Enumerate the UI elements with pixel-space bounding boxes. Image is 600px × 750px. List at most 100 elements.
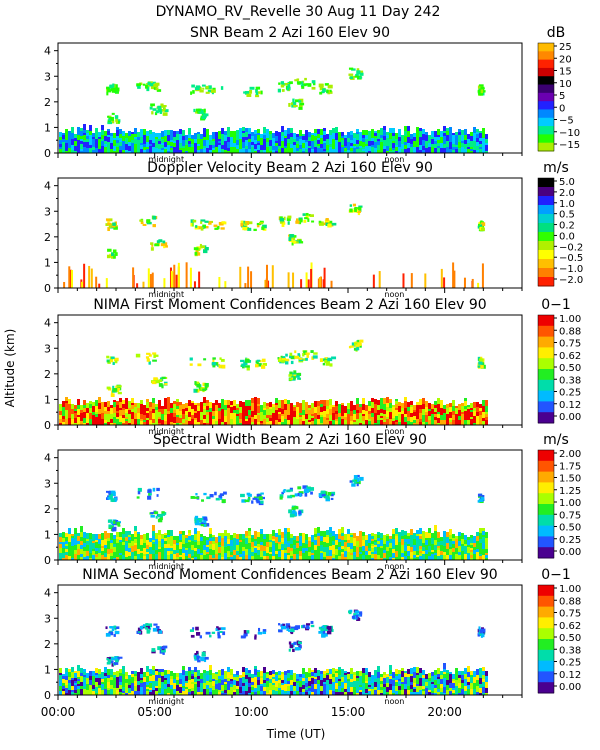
colorbar-swatch (538, 117, 554, 127)
figure-title: DYNAMO_RV_Revelle 30 Aug 11 Day 242 (156, 4, 441, 20)
colorbar-swatch (538, 450, 554, 462)
noon-marker: noon (384, 697, 404, 706)
colorbar-swatch (538, 76, 554, 86)
colorbar-label: 25 (559, 42, 572, 53)
panel-3: NIMA First Moment Confidences Beam 2 Azi… (44, 297, 581, 436)
colorbar-frame (537, 449, 555, 559)
y-tick-label: 1 (44, 393, 51, 406)
colorbar-label: 0.75 (559, 339, 581, 350)
colorbar-label: 0.2 (559, 221, 575, 232)
colorbar-swatch (538, 241, 554, 251)
colorbar-swatch (538, 493, 554, 505)
colorbar-label: 0.25 (559, 658, 581, 669)
y-tick-label: 3 (44, 477, 51, 490)
colorbar-swatch (538, 315, 554, 327)
y-tick-label: 2 (44, 503, 51, 516)
colorbar-label: 0.50 (559, 523, 581, 534)
echo-texture (59, 67, 488, 153)
colorbar-label: 0.50 (559, 363, 581, 374)
y-tick-label: 3 (44, 70, 51, 83)
colorbar-swatch (538, 514, 554, 527)
colorbar-swatch (538, 268, 554, 278)
colorbar-swatch (538, 259, 554, 269)
noon-marker: noon (384, 290, 404, 299)
colorbar-label: 0.00 (559, 412, 581, 423)
colorbar-frame (537, 314, 555, 424)
x-tick-label: 10:00 (234, 705, 269, 719)
y-tick-label: 4 (44, 180, 51, 193)
colorbar-label: 5.0 (559, 177, 575, 188)
colorbar-swatch (538, 43, 554, 52)
colorbar-label: −0.2 (559, 242, 583, 253)
colorbar-swatch (538, 525, 554, 537)
colorbar-label: 20 (559, 54, 572, 65)
colorbar-label: 0.38 (559, 375, 581, 386)
colorbar-frame (537, 584, 555, 694)
colorbar-unit: m/s (543, 432, 569, 448)
y-tick-label: 4 (44, 45, 51, 58)
midnight-marker: midnight (148, 155, 184, 164)
colorbar-swatch (538, 51, 554, 61)
y-axis-label: Altitude (km) (3, 329, 17, 408)
colorbar-swatch (538, 595, 554, 608)
colorbar-label: 15 (559, 67, 572, 78)
echo-texture (63, 203, 486, 288)
panel-title: NIMA Second Moment Confidences Beam 2 Az… (82, 567, 497, 583)
colorbar-label: 0.50 (559, 633, 581, 644)
colorbar-swatch (538, 660, 554, 672)
colorbar-label: 0.5 (559, 210, 575, 221)
panel-4: Spectral Width Beam 2 Azi 160 Elev 90 m/s… (44, 432, 581, 571)
colorbar-swatch (538, 134, 554, 144)
colorbar-swatch (538, 187, 554, 197)
panel-1: SNR Beam 2 Azi 160 Elev 90 dB 0 1 2 3 4 midnigh… (44, 25, 580, 164)
panel-5: NIMA Second Moment Confidences Beam 2 Az… (44, 567, 581, 706)
colorbar-swatch (538, 232, 554, 242)
y-tick-label: 2 (44, 231, 51, 244)
y-tick-label: 2 (44, 638, 51, 651)
panel-title: Doppler Velocity Beam 2 Azi 160 Elev 90 (147, 160, 433, 176)
y-tick-label: 0 (44, 147, 51, 160)
colorbar-label: 0.38 (559, 645, 581, 656)
colorbar-swatch (538, 205, 554, 215)
colorbar-label: 10 (559, 79, 572, 90)
colorbar-swatch (538, 547, 554, 559)
colorbar-swatch (538, 142, 554, 152)
colorbar-label: 0.88 (559, 596, 581, 607)
midnight-marker: midnight (148, 427, 184, 436)
echo-texture (59, 474, 488, 560)
y-tick-label: 4 (44, 317, 51, 330)
colorbar-swatch (538, 223, 554, 233)
midnight-marker: midnight (148, 290, 184, 299)
colorbar-swatch (538, 277, 554, 287)
colorbar-label: 0.75 (559, 510, 581, 521)
colorbar-label: 0.12 (559, 670, 581, 681)
colorbar-swatch (538, 358, 554, 370)
colorbar-swatch (538, 460, 554, 473)
colorbar-frame (537, 177, 555, 287)
colorbar-label: 1.00 (559, 498, 581, 509)
colorbar-label: 0.75 (559, 609, 581, 620)
colorbar-swatch (538, 639, 554, 651)
panel-title: SNR Beam 2 Azi 160 Elev 90 (190, 25, 390, 41)
colorbar-label: 0.62 (559, 621, 581, 632)
colorbar-label: 0.88 (559, 326, 581, 337)
panel-title: Spectral Width Beam 2 Azi 160 Elev 90 (153, 432, 427, 448)
colorbar-swatch (538, 250, 554, 260)
colorbar-label: 1.75 (559, 461, 581, 472)
colorbar-label: 1.00 (559, 584, 581, 595)
colorbar-label: 2.00 (559, 449, 581, 460)
colorbar-unit: 0−1 (541, 297, 571, 313)
colorbar-label: −10 (559, 128, 580, 139)
colorbar-swatch (538, 617, 554, 629)
colorbar-label: −2.0 (559, 275, 583, 286)
colorbar-swatch (538, 92, 554, 102)
x-axis-label: Time (UT) (266, 727, 326, 741)
colorbar-label: 0.62 (559, 351, 581, 362)
colorbar-swatch (538, 682, 554, 694)
panel-title: NIMA First Moment Confidences Beam 2 Azi… (93, 297, 486, 313)
colorbar-label: 1.00 (559, 314, 581, 325)
colorbar-label: −5 (559, 116, 574, 127)
y-tick-label: 2 (44, 96, 51, 109)
colorbar-swatch (538, 628, 554, 640)
y-tick-label: 4 (44, 587, 51, 600)
